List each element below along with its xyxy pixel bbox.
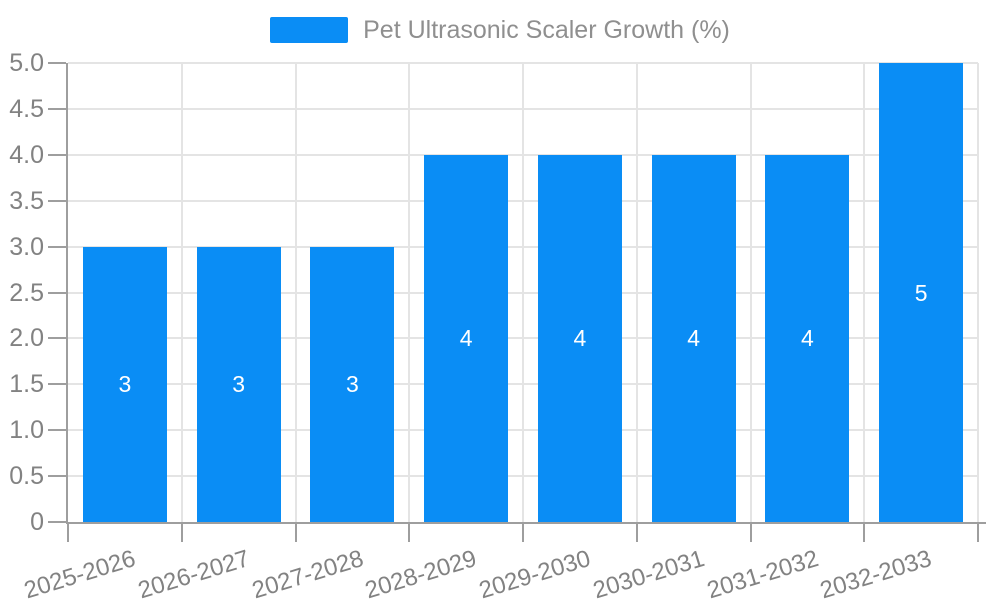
bar [196, 246, 281, 522]
x-axis-tick-label: 2031-2032 [703, 545, 822, 600]
x-axis-tick [749, 524, 752, 542]
x-axis-tick [408, 524, 411, 542]
y-axis-tick [48, 337, 66, 340]
legend-swatch-icon [270, 17, 349, 43]
x-axis-tick-label: 2029-2030 [476, 545, 594, 600]
x-axis-tick-label: 2025-2026 [21, 545, 139, 600]
x-axis-tick [635, 524, 638, 542]
y-axis-tick-label: 3.5 [9, 186, 44, 215]
v-gridline [180, 63, 183, 522]
y-axis-tick [48, 475, 66, 478]
bar-value-label: 4 [573, 325, 587, 352]
chart-legend[interactable]: Pet Ultrasonic Scaler Growth (%) [0, 16, 1000, 44]
x-axis-line [66, 522, 986, 524]
bar [879, 63, 964, 522]
x-axis-tick-label: 2027-2028 [248, 545, 367, 600]
x-axis-tick [67, 524, 69, 542]
y-axis-tick [48, 521, 66, 523]
y-axis-tick-label: 0 [30, 508, 44, 536]
bar [310, 246, 395, 522]
y-axis-tick-label: 2.5 [9, 278, 44, 307]
v-gridline [749, 63, 752, 522]
x-axis-tick [294, 524, 297, 542]
x-axis-tick-label: 2030-2031 [589, 545, 708, 600]
bar [765, 154, 850, 522]
x-axis-tick [522, 524, 524, 542]
x-axis-tick [863, 524, 866, 542]
y-axis-tick [48, 107, 66, 110]
legend-label: Pet Ultrasonic Scaler Growth (%) [363, 16, 730, 44]
bar-value-label: 4 [800, 325, 814, 352]
bar-value-label: 5 [914, 279, 928, 306]
y-axis-tick [48, 62, 66, 64]
v-gridline [863, 63, 866, 522]
x-axis-tick [180, 524, 183, 542]
y-axis-tick-label: 1.0 [9, 416, 44, 445]
y-axis-tick-label: 4.5 [9, 94, 44, 123]
y-axis-tick-label: 2.0 [9, 324, 44, 353]
y-axis-tick-label: 0.5 [9, 462, 44, 491]
x-axis-tick-label: 2026-2027 [134, 545, 253, 600]
y-axis-line [66, 63, 68, 524]
y-axis-tick [48, 429, 66, 432]
x-axis-tick-label: 2032-2033 [817, 545, 936, 600]
x-axis-tick-label: 2028-2029 [362, 545, 481, 600]
v-gridline [635, 63, 638, 522]
bar [82, 246, 167, 522]
y-axis-tick [48, 291, 66, 294]
v-gridline [522, 63, 524, 522]
bar [651, 154, 736, 522]
bar-value-label: 3 [232, 371, 246, 398]
bar-value-label: 3 [345, 371, 359, 398]
bar-value-label: 4 [459, 325, 473, 352]
y-axis-tick-label: 5.0 [9, 49, 44, 77]
x-axis-tick [977, 524, 979, 542]
v-gridline [977, 63, 979, 522]
v-gridline [294, 63, 297, 522]
y-axis-tick-label: 1.5 [9, 370, 44, 399]
y-axis-tick-label: 3.0 [9, 232, 44, 261]
bar [537, 154, 622, 522]
y-axis-tick [48, 245, 66, 248]
y-axis-tick [48, 199, 66, 202]
y-axis-tick [48, 153, 66, 156]
bar-value-label: 4 [687, 325, 701, 352]
v-gridline [408, 63, 411, 522]
bar [424, 154, 509, 522]
y-axis-tick-label: 4.0 [9, 140, 44, 169]
bar-value-label: 3 [118, 371, 132, 398]
y-axis-tick [48, 383, 66, 386]
